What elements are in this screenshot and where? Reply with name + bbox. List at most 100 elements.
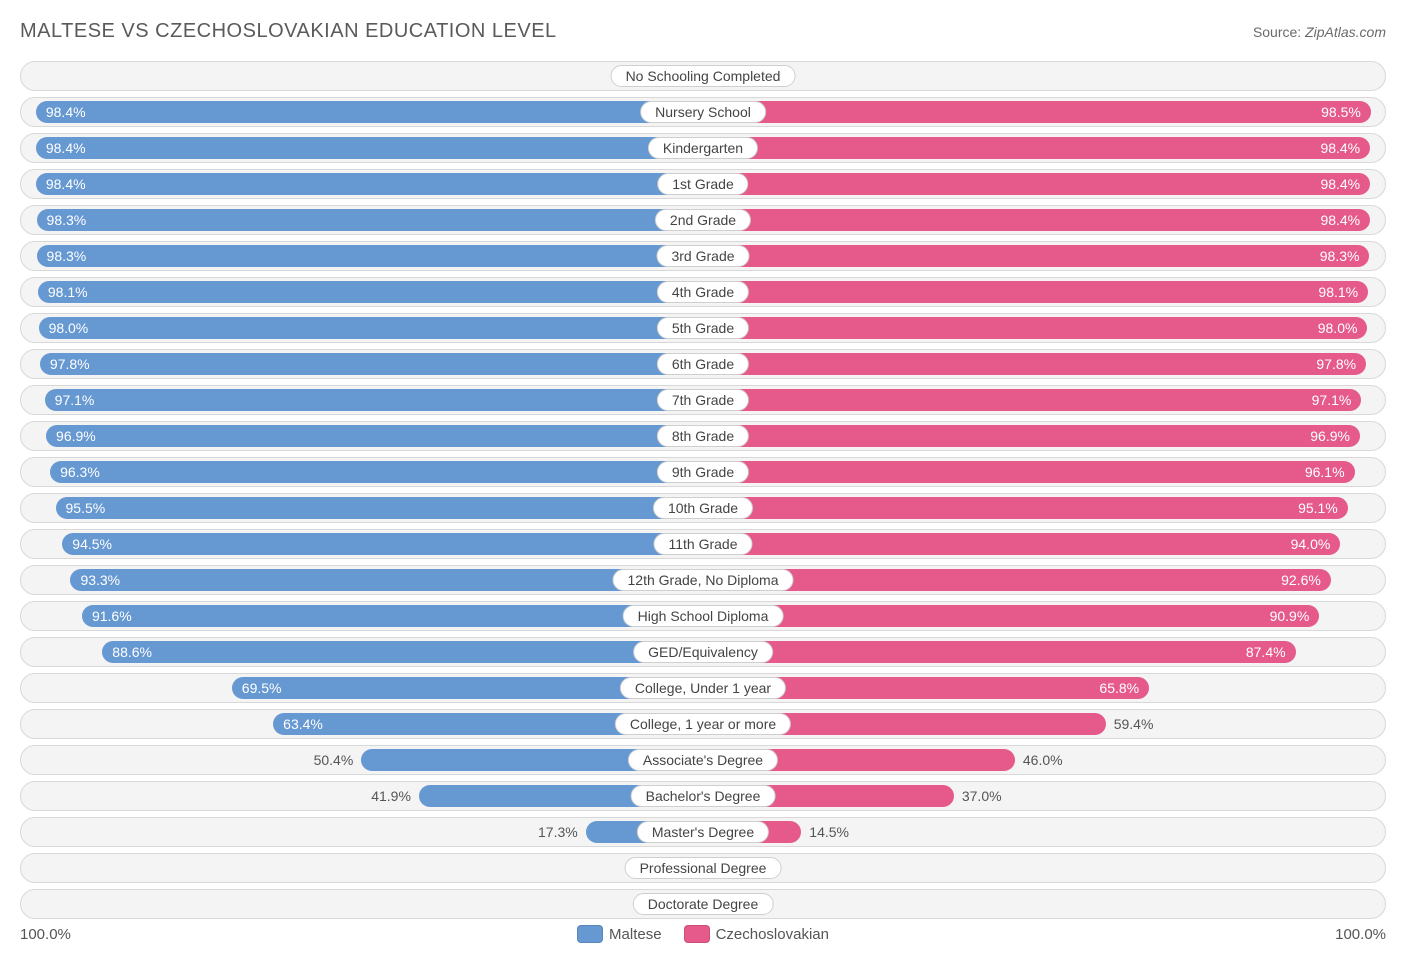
track-right: 46.0%: [703, 749, 1381, 771]
left-value-label: 98.1%: [48, 284, 88, 300]
source-label: Source:: [1253, 24, 1305, 40]
right-value-label: 97.1%: [1312, 392, 1352, 408]
track-right: 14.5%: [703, 821, 1381, 843]
left-value-label: 97.1%: [55, 392, 95, 408]
category-label: 12th Grade, No Diploma: [613, 569, 794, 591]
category-label: 8th Grade: [657, 425, 749, 447]
track-right: 59.4%: [703, 713, 1381, 735]
category-label: No Schooling Completed: [611, 65, 796, 87]
chart-footer: 100.0% MalteseCzechoslovakian 100.0%: [20, 925, 1386, 943]
left-value-label: 93.3%: [80, 572, 120, 588]
track-left: 98.1%: [25, 281, 703, 303]
right-bar: 96.9%: [703, 425, 1360, 447]
track-left: 2.1%: [25, 893, 703, 915]
track-right: 98.4%: [703, 209, 1381, 231]
track-right: 97.1%: [703, 389, 1381, 411]
left-bar: 98.0%: [39, 317, 703, 339]
left-value-label: 69.5%: [242, 680, 282, 696]
chart-row: 98.3%98.3%3rd Grade: [20, 241, 1386, 271]
track-left: 97.8%: [25, 353, 703, 375]
track-left: 93.3%: [25, 569, 703, 591]
left-bar: 96.9%: [46, 425, 703, 447]
axis-right-label: 100.0%: [1335, 926, 1386, 943]
right-bar: 98.5%: [703, 101, 1371, 123]
left-value-label: 96.9%: [56, 428, 96, 444]
category-label: College, Under 1 year: [620, 677, 786, 699]
left-bar: 96.3%: [50, 461, 703, 483]
category-label: Nursery School: [640, 101, 766, 123]
track-left: 98.0%: [25, 317, 703, 339]
left-value-label: 98.0%: [49, 320, 89, 336]
legend-item: Maltese: [577, 925, 662, 943]
track-right: 96.1%: [703, 461, 1381, 483]
category-label: College, 1 year or more: [615, 713, 791, 735]
track-right: 92.6%: [703, 569, 1381, 591]
track-left: 5.0%: [25, 857, 703, 879]
right-value-label: 98.4%: [1320, 176, 1360, 192]
category-label: 9th Grade: [657, 461, 749, 483]
left-bar: 98.4%: [36, 173, 703, 195]
category-label: Associate's Degree: [628, 749, 778, 771]
right-value-label: 98.1%: [1318, 284, 1358, 300]
chart-row: 98.1%98.1%4th Grade: [20, 277, 1386, 307]
source-name: ZipAtlas.com: [1305, 24, 1386, 40]
right-value-label: 65.8%: [1099, 680, 1139, 696]
chart-title: MALTESE VS CZECHOSLOVAKIAN EDUCATION LEV…: [20, 20, 557, 43]
category-label: Doctorate Degree: [633, 893, 774, 915]
track-right: 87.4%: [703, 641, 1381, 663]
left-value-label: 50.4%: [306, 752, 362, 768]
category-label: 10th Grade: [653, 497, 753, 519]
category-label: Bachelor's Degree: [631, 785, 776, 807]
left-bar: 93.3%: [70, 569, 703, 591]
chart-row: 97.1% 97.1% 7th Grade: [20, 385, 1386, 415]
track-right: 98.0%: [703, 317, 1381, 339]
right-bar: 87.4%: [703, 641, 1296, 663]
category-label: 7th Grade: [657, 389, 749, 411]
right-value-label: 97.8%: [1316, 356, 1356, 372]
right-value-label: 92.6%: [1281, 572, 1321, 588]
right-value-label: 87.4%: [1246, 644, 1286, 660]
chart-source: Source: ZipAtlas.com: [1253, 24, 1386, 40]
chart-row: 98.3%98.4%2nd Grade: [20, 205, 1386, 235]
chart-row: 63.4% 59.4%College, 1 year or more: [20, 709, 1386, 739]
track-right: 90.9%: [703, 605, 1381, 627]
left-value-label: 98.3%: [47, 248, 87, 264]
legend-label: Czechoslovakian: [716, 926, 829, 943]
right-value-label: 98.0%: [1318, 320, 1358, 336]
track-left: 17.3%: [25, 821, 703, 843]
right-bar: 92.6%: [703, 569, 1331, 591]
left-bar: 88.6%: [102, 641, 703, 663]
right-bar: 98.3%: [703, 245, 1369, 267]
left-value-label: 17.3%: [530, 824, 586, 840]
left-bar: 97.1%: [45, 389, 703, 411]
track-left: 98.4%: [25, 137, 703, 159]
chart-row: 41.9% 37.0%Bachelor's Degree: [20, 781, 1386, 811]
track-left: 97.1%: [25, 389, 703, 411]
chart-header: MALTESE VS CZECHOSLOVAKIAN EDUCATION LEV…: [20, 20, 1386, 43]
track-right: 37.0%: [703, 785, 1381, 807]
left-value-label: 41.9%: [363, 788, 419, 804]
track-left: 94.5%: [25, 533, 703, 555]
chart-row: 94.5%94.0%11th Grade: [20, 529, 1386, 559]
track-right: 94.0%: [703, 533, 1381, 555]
left-bar: 98.3%: [37, 245, 703, 267]
right-bar: 98.0%: [703, 317, 1367, 339]
right-bar: 95.1%: [703, 497, 1348, 519]
category-label: Master's Degree: [637, 821, 769, 843]
right-value-label: 90.9%: [1270, 608, 1310, 624]
track-left: 1.6%: [25, 65, 703, 87]
track-left: 88.6%: [25, 641, 703, 663]
category-label: Kindergarten: [648, 137, 758, 159]
category-label: 6th Grade: [657, 353, 749, 375]
left-bar: 95.5%: [56, 497, 703, 519]
legend-item: Czechoslovakian: [684, 925, 829, 943]
category-label: 3rd Grade: [656, 245, 749, 267]
right-bar: 98.1%: [703, 281, 1368, 303]
track-right: 98.3%: [703, 245, 1381, 267]
chart-row: 98.4%98.4%1st Grade: [20, 169, 1386, 199]
right-bar: 98.4%: [703, 137, 1370, 159]
chart-row: 97.8%97.8%6th Grade: [20, 349, 1386, 379]
chart-row: 96.9%96.9%8th Grade: [20, 421, 1386, 451]
left-bar: 94.5%: [62, 533, 703, 555]
left-value-label: 63.4%: [283, 716, 323, 732]
